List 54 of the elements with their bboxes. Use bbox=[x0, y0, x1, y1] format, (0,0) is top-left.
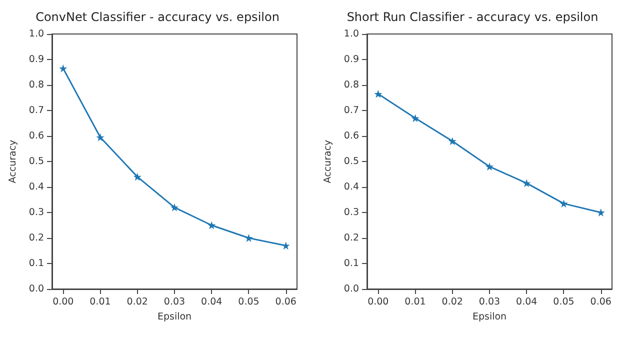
x-tick-label: 0.04 bbox=[201, 296, 222, 308]
x-tick-label: 0.03 bbox=[164, 296, 186, 308]
y-tick-label: 0.6 bbox=[344, 130, 360, 142]
chart-title: Short Run Classifier - accuracy vs. epsilon bbox=[346, 10, 598, 24]
y-tick-label: 0.1 bbox=[28, 258, 44, 269]
y-tick-label: 0.4 bbox=[344, 182, 360, 192]
y-tick-label: 0.6 bbox=[28, 130, 44, 142]
y-tick-label: 1.0 bbox=[28, 28, 44, 40]
y-tick-label: 0.1 bbox=[344, 258, 360, 269]
x-tick-label: 0.02 bbox=[442, 296, 463, 308]
point bbox=[411, 114, 420, 122]
x-tick-label: 0.01 bbox=[90, 296, 111, 308]
y-tick-label: 0.9 bbox=[28, 54, 44, 65]
y-tick-label: 1.0 bbox=[344, 28, 360, 40]
y-tick-label: 0.9 bbox=[344, 54, 360, 65]
y-tick-label: 0.0 bbox=[344, 284, 360, 294]
x-tick-label: 0.06 bbox=[590, 296, 612, 308]
x-tick-label: 0.00 bbox=[368, 296, 389, 308]
x-tick-label: 0.05 bbox=[238, 296, 260, 308]
point bbox=[560, 200, 568, 208]
chart-title: ConvNet Classifier - accuracy vs. epsilon bbox=[36, 10, 280, 24]
point bbox=[133, 172, 142, 181]
y-tick-label: 0.7 bbox=[28, 105, 44, 116]
x-tick-label: 0.06 bbox=[275, 296, 296, 308]
y-tick-label: 0.0 bbox=[28, 284, 44, 294]
y-tick-label: 0.3 bbox=[344, 207, 360, 218]
y-axis-title: Accuracy bbox=[322, 139, 334, 184]
x-axis-title: Epsilon bbox=[157, 311, 192, 322]
y-tick-label: 0.5 bbox=[344, 156, 360, 167]
x-tick-label: 0.03 bbox=[478, 296, 500, 308]
y-tick-label: 0.7 bbox=[344, 105, 360, 116]
y-axis-title: Accuracy bbox=[8, 139, 18, 184]
x-axis-title: Epsilon bbox=[472, 311, 507, 322]
y-tick-label: 0.8 bbox=[344, 80, 360, 90]
x-tick-label: 0.02 bbox=[126, 296, 148, 308]
y-tick-label: 0.3 bbox=[28, 207, 44, 218]
x-tick-label: 0.00 bbox=[52, 296, 74, 308]
point bbox=[170, 203, 179, 212]
x-tick-label: 0.01 bbox=[404, 296, 426, 308]
point bbox=[486, 162, 494, 171]
point bbox=[522, 179, 531, 188]
point bbox=[374, 90, 382, 98]
y-tick-label: 0.8 bbox=[28, 80, 44, 90]
point bbox=[96, 133, 104, 142]
y-tick-label: 0.4 bbox=[28, 182, 44, 192]
point bbox=[208, 221, 216, 230]
point bbox=[59, 64, 68, 72]
point bbox=[448, 137, 456, 146]
point bbox=[244, 234, 253, 242]
y-tick-label: 0.5 bbox=[28, 156, 44, 167]
y-tick-label: 0.2 bbox=[344, 232, 360, 244]
x-tick-label: 0.04 bbox=[516, 296, 538, 308]
y-tick-label: 0.2 bbox=[28, 232, 44, 244]
x-tick-label: 0.05 bbox=[553, 296, 574, 308]
